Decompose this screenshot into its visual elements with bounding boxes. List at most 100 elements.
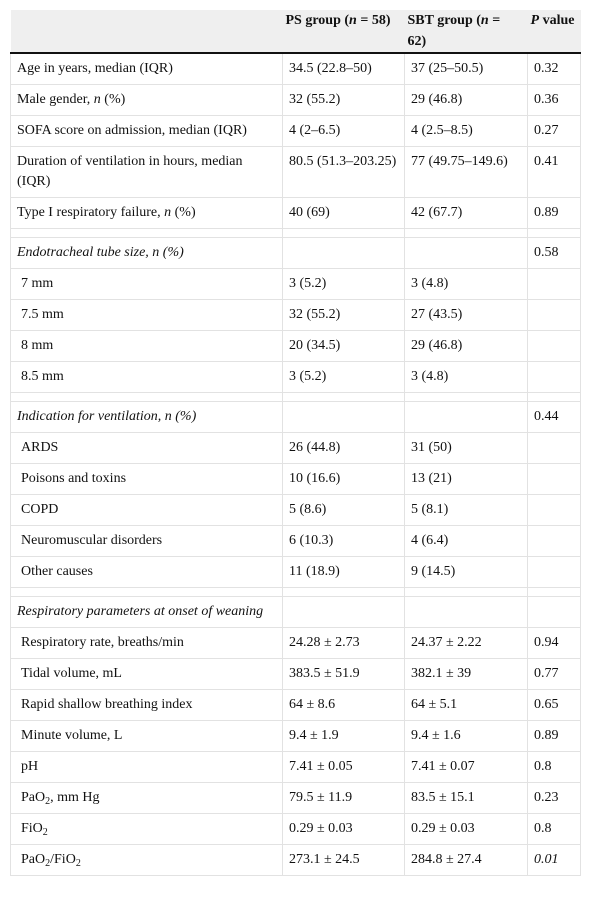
cell [404,237,528,269]
cell-text: 37 (25–50.5) [411,61,484,76]
cell: Duration of ventilation in hours, median… [10,146,283,198]
cell: 0.23 [527,782,581,814]
spacer-cell [10,392,283,402]
cell-text: 8 mm [21,338,54,353]
section-row: Endotracheal tube size, n (%) 0.58 [10,237,581,269]
cell-text: 0.32 [534,61,559,76]
cell-text: FiO [21,821,43,836]
cell: 0.36 [527,84,581,116]
spacer-cell [527,228,581,238]
spacer-cell [404,392,528,402]
cell [527,494,581,526]
subscript: 2 [42,827,48,838]
cell: 9.4 ± 1.6 [404,720,528,752]
cell: 5 (8.6) [282,494,405,526]
cell-text: 0.27 [534,123,559,138]
cell: 7 mm [10,268,283,300]
cell-text: 3 (4.8) [411,369,449,384]
cell-text: Male gender, [17,92,94,107]
cell-text: 7.41 ± 0.07 [411,759,475,774]
cell-text: pH [21,759,39,774]
cell: 77 (49.75–149.6) [404,146,528,198]
cell-text: 0.89 [534,728,559,743]
cell: 80.5 (51.3–203.25) [282,146,405,198]
cell: 0.77 [527,658,581,690]
cell-text: 3 (5.2) [289,369,327,384]
cell: 273.1 ± 24.5 [282,844,405,876]
cell: 7.5 mm [10,299,283,331]
cell-text: Minute volume, L [21,728,123,743]
cell [527,463,581,495]
cell: 383.5 ± 51.9 [282,658,405,690]
item-row: PaO2/FiO2 273.1 ± 24.5 284.8 ± 27.4 0.01 [10,844,581,876]
spacer-cell [404,228,528,238]
item-row: Poisons and toxins 10 (16.6) 13 (21) [10,463,581,495]
subscript: 2 [75,858,81,869]
cell-text: /FiO [50,852,76,867]
cell-text: (%) [100,92,126,107]
cell-text: 273.1 ± 24.5 [289,852,360,867]
item-row: Tidal volume, mL 383.5 ± 51.9 382.1 ± 39 0.… [10,658,581,690]
spacer-cell [282,228,405,238]
cell: Tidal volume, mL [10,658,283,690]
cell-text: 64 ± 5.1 [411,697,458,712]
cell: 382.1 ± 39 [404,658,528,690]
cell-text: 20 (34.5) [289,338,341,353]
cell: 29 (46.8) [404,84,528,116]
cell-text: 4 (2–6.5) [289,123,341,138]
cell-text: 79.5 ± 11.9 [289,790,353,805]
cell-text: n [480,13,489,28]
cell-text: 11 (18.9) [289,564,340,579]
spacer-row [10,228,581,238]
cell: 34.5 (22.8–50) [282,52,405,85]
cell: 29 (46.8) [404,330,528,362]
cell-text: = 62) [407,13,501,49]
subscript: 2 [45,796,51,807]
cell: SOFA score on admission, median (IQR) [10,115,283,147]
cell-text: SOFA score on admission, median (IQR) [17,123,247,138]
cell-text: 284.8 ± 27.4 [411,852,482,867]
item-row: 7.5 mm 32 (55.2) 27 (43.5) [10,299,581,331]
cell-text: 0.23 [534,790,559,805]
cell [282,596,405,628]
cell-text: 9 (14.5) [411,564,456,579]
cell [404,596,528,628]
cell [282,401,405,433]
cell: 40 (69) [282,197,405,229]
cell: 20 (34.5) [282,330,405,362]
data-row: Male gender, n (%) 32 (55.2) 29 (46.8) 0.36 [10,84,581,116]
item-row: FiO2 0.29 ± 0.03 0.29 ± 0.03 0.8 [10,813,581,845]
cell-text: 5 (8.6) [289,502,327,517]
cell: 10 (16.6) [282,463,405,495]
cell: ARDS [10,432,283,464]
cell-text: = 58) [356,13,391,28]
cell-text: Neuromuscular disorders [21,533,163,548]
item-row: Respiratory rate, breaths/min 24.28 ± 2.7… [10,627,581,659]
cell-text: 0.01 [534,852,559,867]
cell-text: 26 (44.8) [289,440,341,455]
cell [527,330,581,362]
cell: 4 (2–6.5) [282,115,405,147]
cell [527,299,581,331]
spacer-cell [282,392,405,402]
cell: 5 (8.1) [404,494,528,526]
cell [527,596,581,628]
cell-text: 0.77 [534,666,559,681]
cell [404,401,528,433]
cell-text: 4 (2.5–8.5) [411,123,473,138]
cell: 9.4 ± 1.9 [282,720,405,752]
cell-text: 0.89 [534,205,559,220]
cell-text: 382.1 ± 39 [411,666,472,681]
cell [527,525,581,557]
cell-text: 0.41 [534,154,559,169]
cell [527,361,581,393]
spacer-cell [10,228,283,238]
cell: 0.8 [527,813,581,845]
cell-text: 77 (49.75–149.6) [411,154,508,169]
cell-text: 80.5 (51.3–203.25) [289,154,397,169]
cell: Neuromuscular disorders [10,525,283,557]
cell: 32 (55.2) [282,299,405,331]
cell-text: 42 (67.7) [411,205,463,220]
cell-text: 9.4 ± 1.6 [411,728,461,743]
